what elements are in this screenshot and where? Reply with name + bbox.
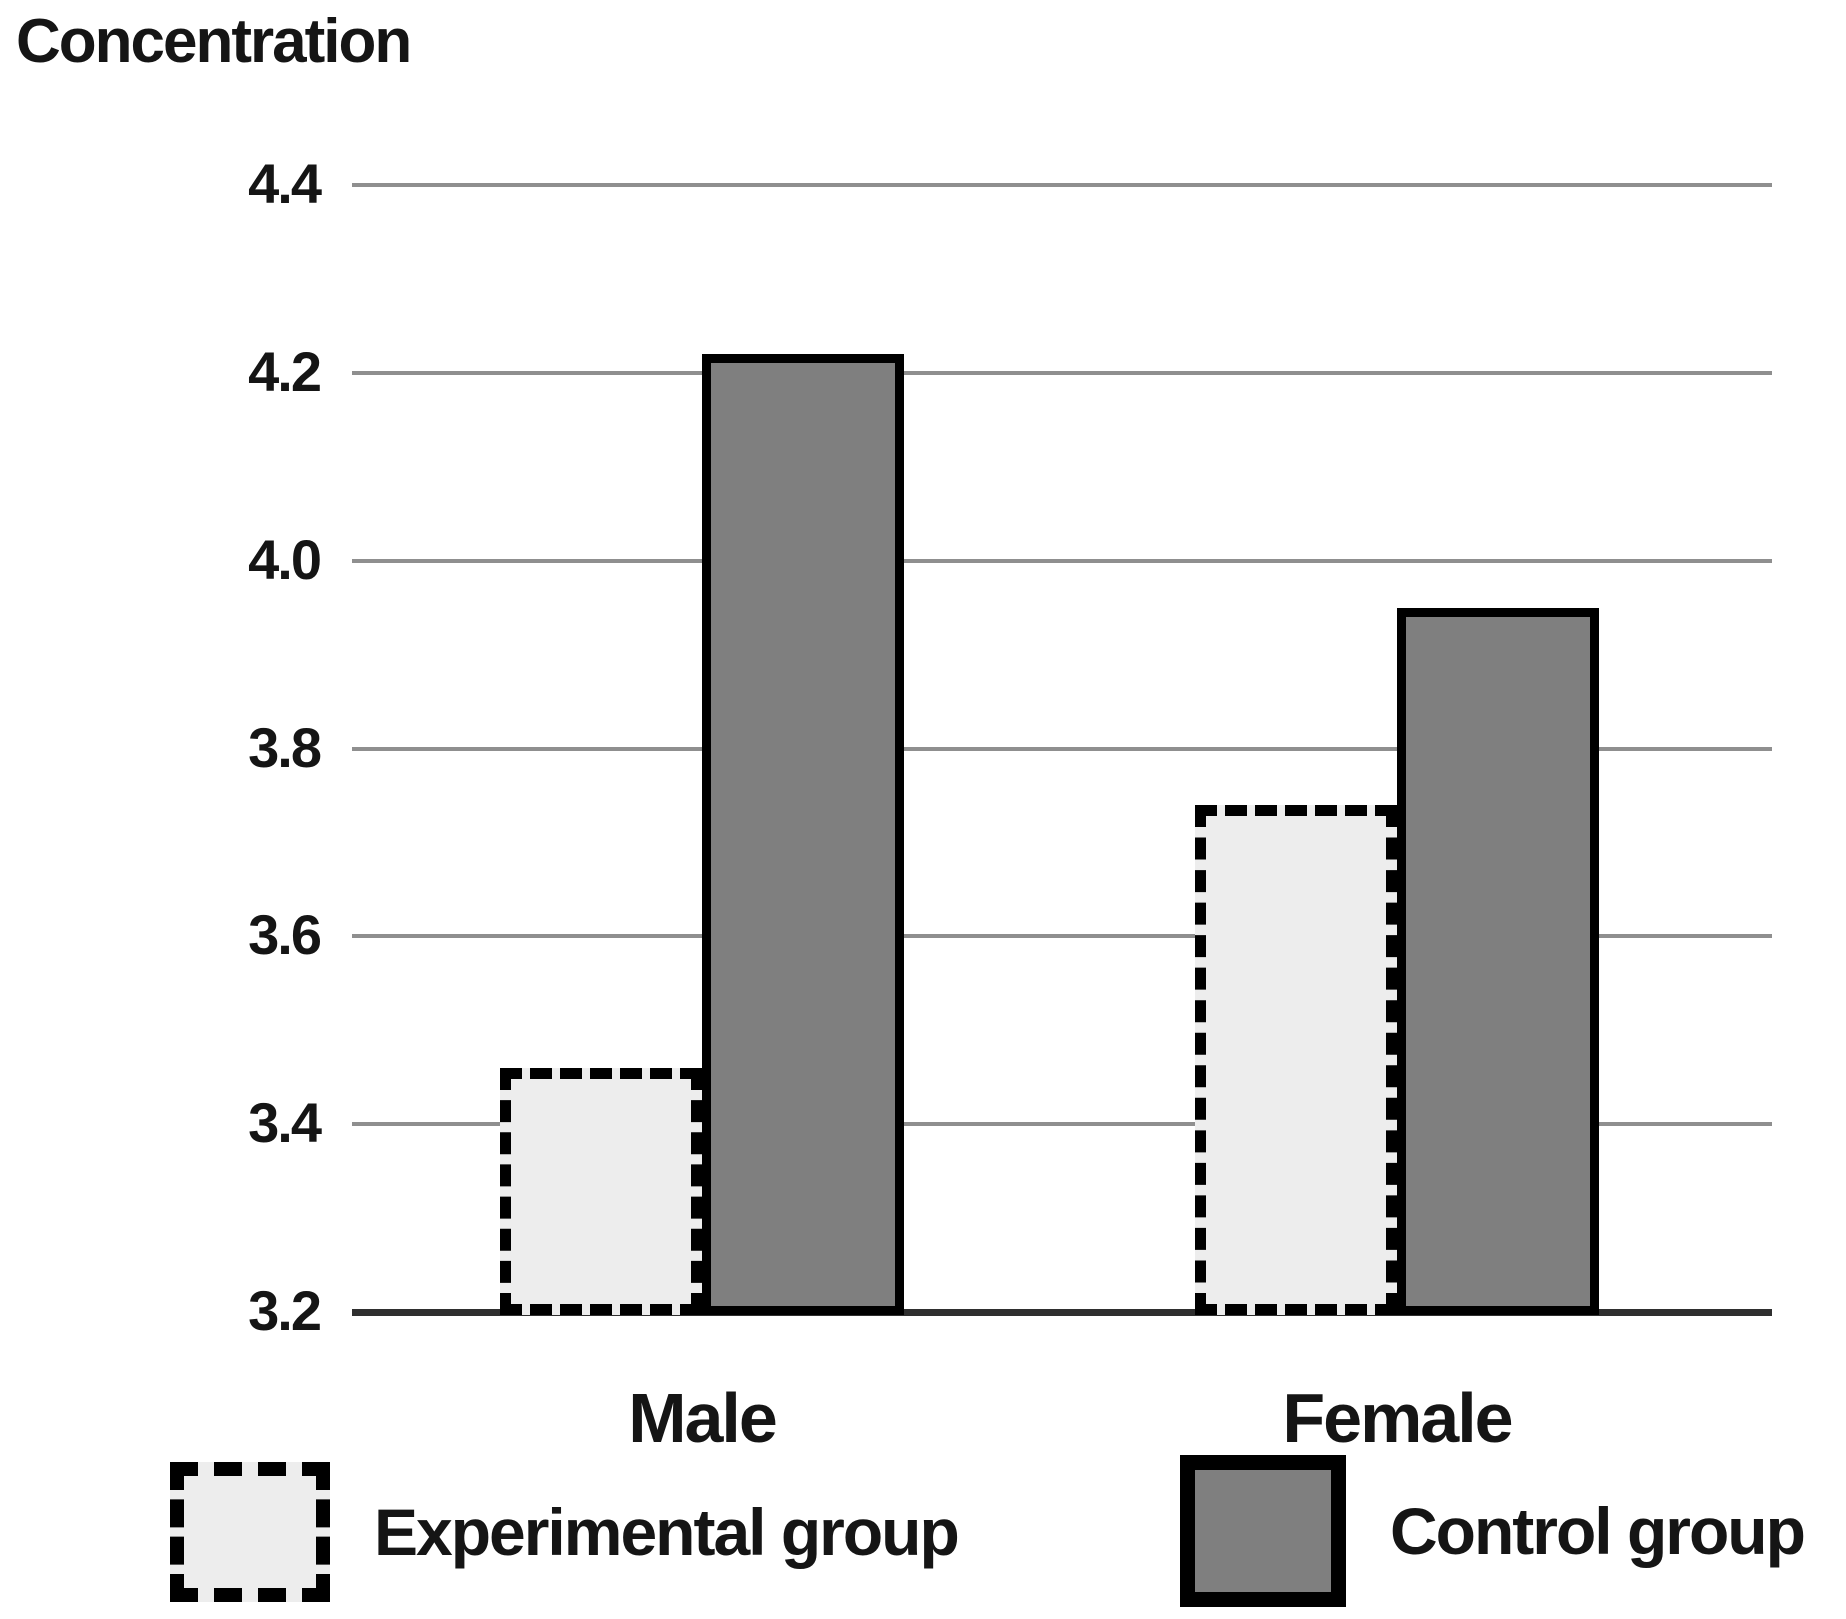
y-tick-label: 4.2: [248, 340, 322, 404]
x-category-label-female: Female: [1282, 1379, 1513, 1457]
y-tick-label: 3.6: [248, 903, 322, 967]
y-tick-label: 3.2: [248, 1279, 322, 1343]
x-category-label-male: Male: [628, 1379, 778, 1457]
legend-swatch-solid: [1180, 1455, 1346, 1607]
gridline: [352, 934, 1772, 938]
bar-female-control: [1397, 608, 1599, 1315]
bar-male-control: [702, 354, 904, 1315]
gridline: [352, 183, 1772, 187]
y-tick-label: 4.0: [248, 528, 322, 592]
gridline: [352, 371, 1772, 375]
bar-female-experimental: [1195, 805, 1397, 1315]
legend-label: Experimental group: [374, 1495, 960, 1569]
x-axis-line: [352, 1309, 1772, 1316]
y-tick-label: 4.4: [248, 152, 322, 216]
y-tick-label: 3.8: [248, 716, 322, 780]
gridline: [352, 1122, 1772, 1126]
legend-item-experimental: Experimental group: [170, 1462, 960, 1602]
legend-swatch-dashed: [170, 1462, 330, 1602]
legend-label: Control group: [1390, 1494, 1806, 1568]
gridline: [352, 559, 1772, 563]
gridline: [352, 747, 1772, 751]
legend-item-control: Control group: [1180, 1455, 1806, 1607]
y-axis-title: Concentration: [16, 7, 412, 76]
bar-male-experimental: [500, 1068, 702, 1315]
y-tick-label: 3.4: [248, 1091, 322, 1155]
